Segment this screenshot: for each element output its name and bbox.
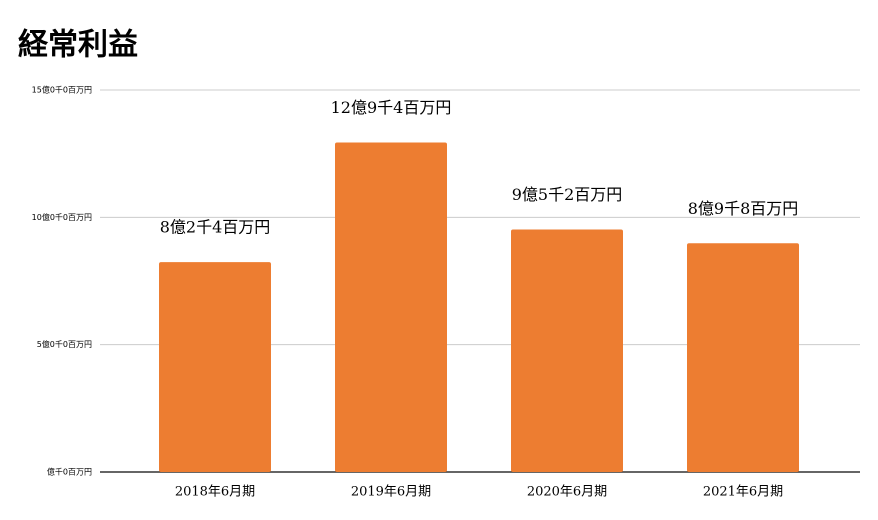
x-tick-label: 2021年6月期 [703, 485, 783, 500]
y-tick-label: 億千0百万円 [47, 467, 92, 477]
chart-title: 経常利益 [18, 28, 138, 63]
data-label: 9億5千2百万円 [512, 185, 623, 204]
data-label: 12億9千4百万円 [331, 98, 452, 117]
bar [335, 142, 447, 472]
bar [159, 262, 271, 472]
data-label: 8億9千8百万円 [688, 199, 799, 218]
y-tick-label: 15億0千0百万円 [32, 85, 92, 95]
bar [687, 243, 799, 472]
data-label: 8億2千4百万円 [160, 218, 271, 237]
y-tick-label: 10億0千0百万円 [32, 212, 92, 222]
x-tick-label: 2019年6月期 [351, 485, 431, 500]
x-tick-label: 2020年6月期 [527, 485, 607, 500]
y-tick-label: 5億0千0百万円 [37, 339, 92, 349]
bar [511, 229, 623, 472]
x-tick-label: 2018年6月期 [175, 485, 255, 500]
